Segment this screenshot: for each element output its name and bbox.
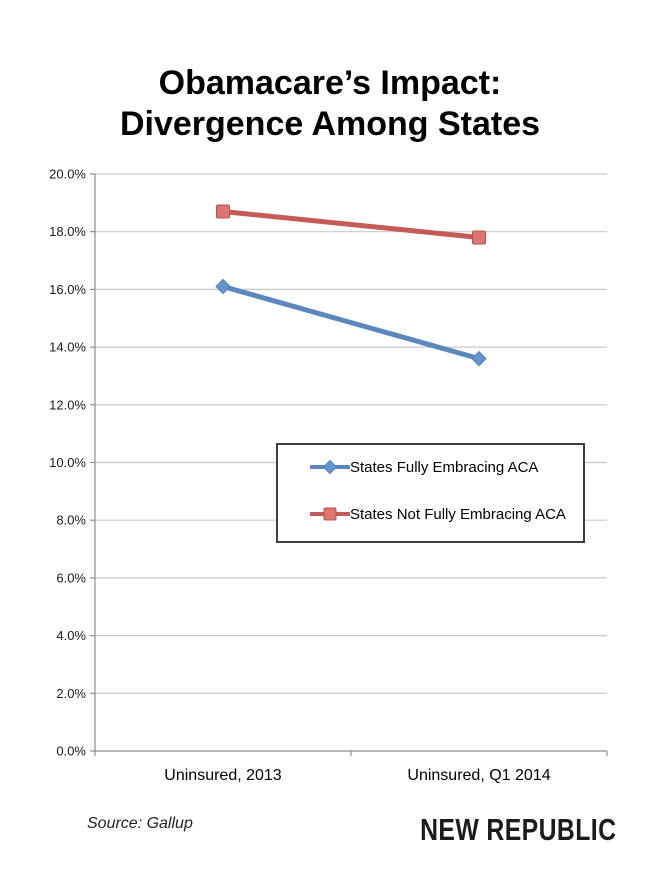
svg-text:16.0%: 16.0%	[49, 282, 86, 297]
svg-text:Uninsured, Q1 2014: Uninsured, Q1 2014	[407, 767, 550, 784]
chart-legend: States Fully Embracing ACA States Not Fu…	[276, 443, 585, 543]
svg-text:18.0%: 18.0%	[49, 224, 86, 239]
svg-text:10.0%: 10.0%	[49, 455, 86, 470]
chart-title-line2: Divergence Among States	[119, 105, 541, 143]
legend-item-fully-embracing: States Fully Embracing ACA	[310, 458, 583, 476]
svg-text:6.0%: 6.0%	[56, 570, 86, 585]
chart-title: Obamacare’s Impact: Divergence Among Stat…	[0, 63, 660, 145]
legend-red-square-line-icon	[310, 507, 350, 521]
svg-text:4.0%: 4.0%	[56, 628, 86, 643]
source-credit: Source: Gallup	[87, 815, 193, 832]
svg-text:0.0%: 0.0%	[56, 744, 86, 759]
svg-text:Uninsured, 2013: Uninsured, 2013	[164, 767, 282, 784]
legend-item-not-fully-embracing: States Not Fully Embracing ACA	[310, 505, 583, 523]
legend-blue-diamond-line-icon	[310, 460, 350, 474]
legend-label-fully-embracing: States Fully Embracing ACA	[350, 458, 539, 476]
svg-text:14.0%: 14.0%	[49, 340, 86, 355]
svg-text:20.0%: 20.0%	[49, 167, 86, 182]
new-republic-logo: NEW REPUBLIC	[419, 812, 616, 847]
svg-text:12.0%: 12.0%	[49, 397, 86, 412]
svg-text:8.0%: 8.0%	[56, 513, 86, 528]
svg-text:2.0%: 2.0%	[56, 686, 86, 701]
legend-label-not-fully-embracing: States Not Fully Embracing ACA	[350, 505, 566, 523]
chart-title-line1: Obamacare’s Impact:	[158, 64, 502, 102]
